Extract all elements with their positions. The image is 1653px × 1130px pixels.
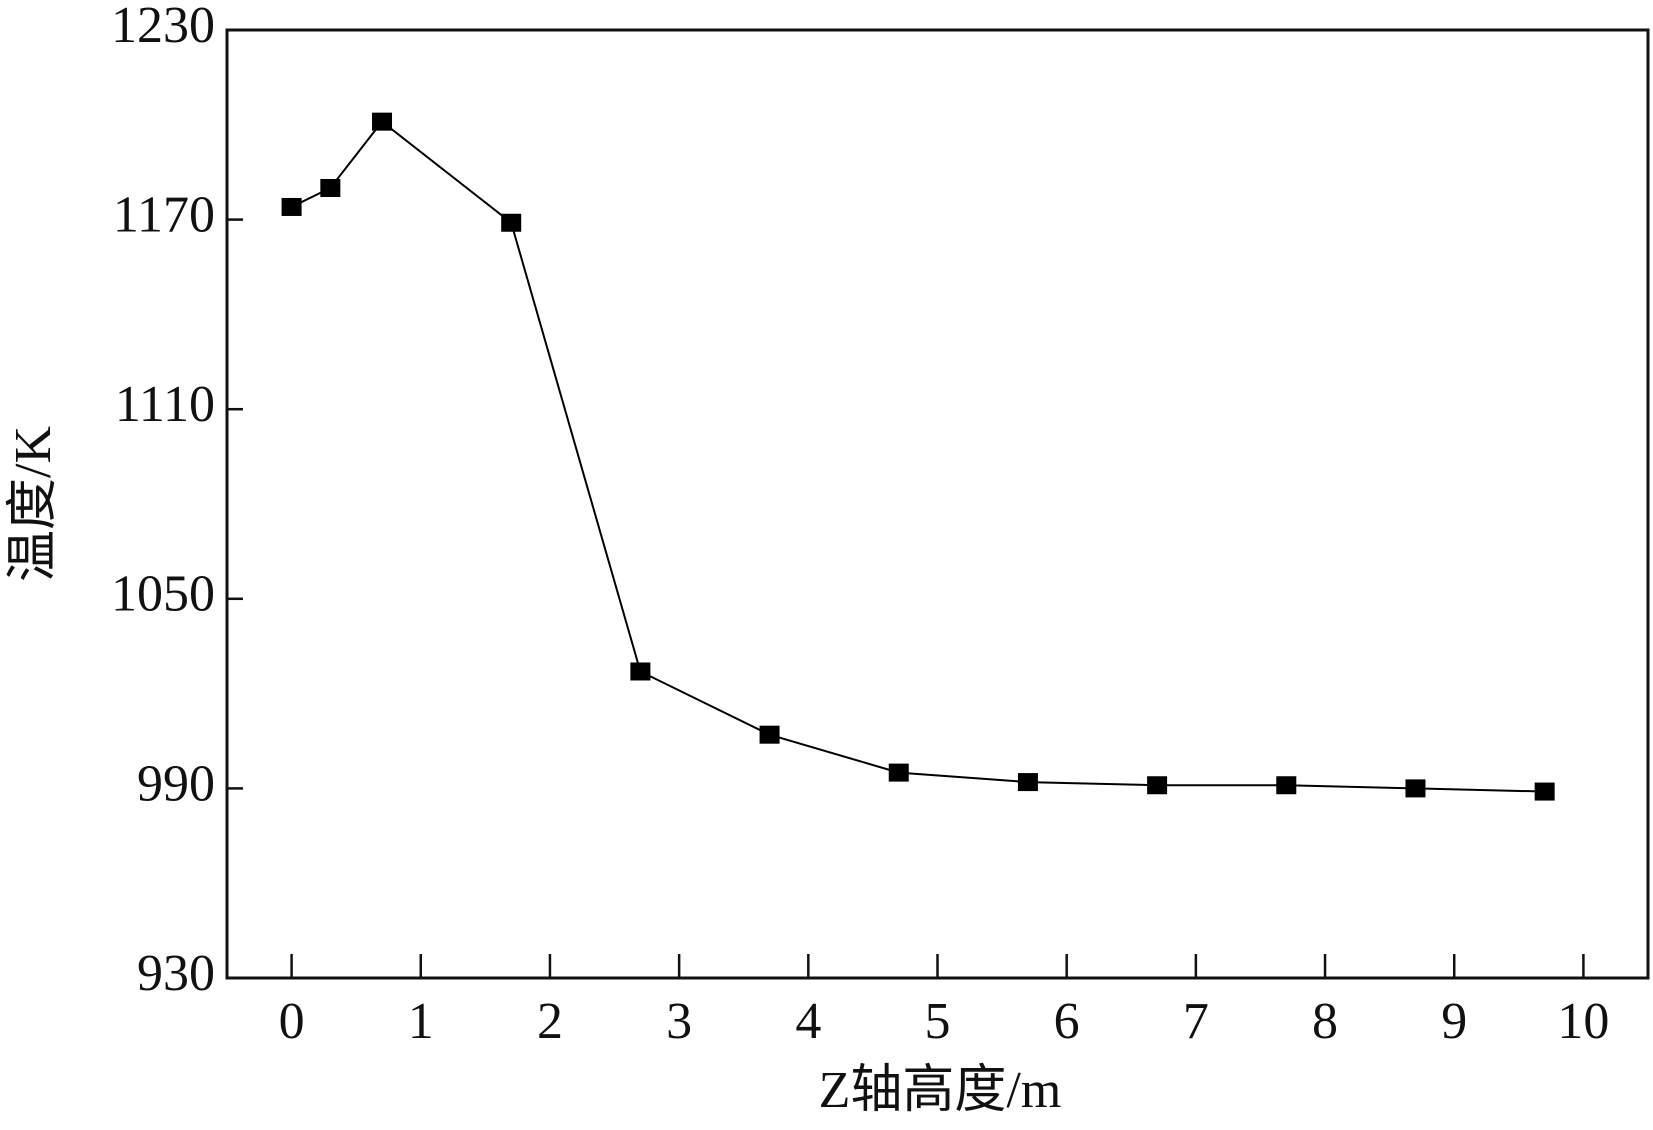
data-point [630,662,651,681]
data-point [1276,776,1297,795]
x-tick-label: 7 [1183,993,1209,1050]
data-point [372,112,393,131]
y-tick-label: 930 [137,945,215,1002]
x-tick-label: 3 [666,993,692,1050]
x-tick-label: 0 [279,993,305,1050]
data-point [1534,782,1555,801]
y-tick-label: 1170 [113,187,215,244]
x-tick-label: 1 [408,993,434,1050]
x-axis-label: Z轴高度/m [819,1062,1062,1119]
data-point [759,725,780,744]
plot-frame [225,28,1650,980]
data-point [1147,776,1168,795]
data-point [501,213,522,232]
y-tick-label: 990 [137,755,215,812]
data-point [281,197,302,216]
y-tick-label: 1110 [115,376,215,433]
y-tick-label: 1050 [111,566,215,623]
data-point [1017,773,1038,792]
x-tick-label: 5 [925,993,951,1050]
y-tick-label: 1230 [111,0,215,54]
x-tick-label: 6 [1054,993,1080,1050]
data-point [1405,779,1426,798]
data-point [320,179,341,197]
x-tick-label: 8 [1312,993,1338,1050]
y-axis-label: 温度/K [5,426,62,582]
x-tick-label: 10 [1557,993,1609,1050]
data-line [291,120,1545,793]
data-point [888,763,909,782]
x-tick-label: 9 [1441,993,1467,1050]
x-tick-label: 4 [795,993,821,1050]
x-tick-label: 2 [537,993,563,1050]
